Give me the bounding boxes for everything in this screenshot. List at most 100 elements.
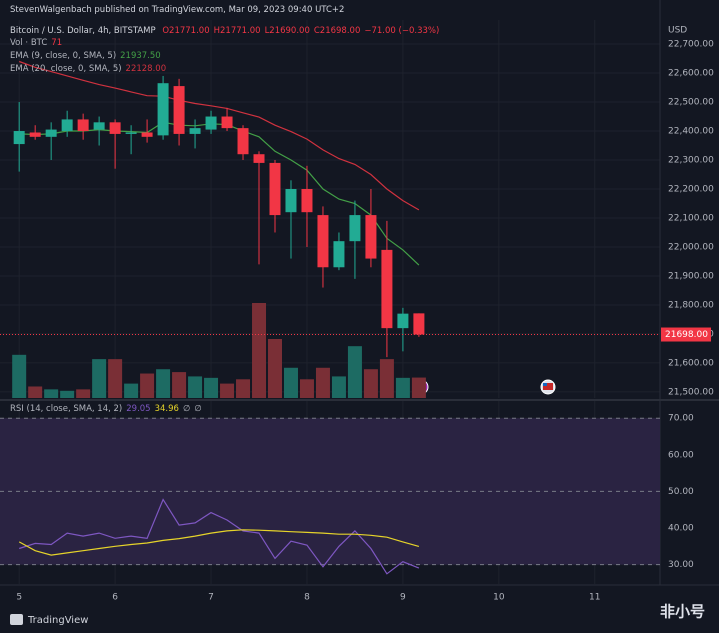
y-tick-label: 60.00 (668, 450, 694, 460)
volume-bar (252, 303, 267, 398)
candle-body (317, 215, 329, 268)
y-tick-label: 22,500.00 (668, 98, 714, 108)
volume-bar (395, 377, 410, 398)
line-series (18, 529, 420, 556)
x-tick-label: 7 (208, 593, 214, 603)
volume-bar (188, 376, 203, 398)
volume-bar (347, 346, 362, 398)
volume-bar (283, 367, 298, 398)
volume-bar (411, 377, 426, 398)
y-tick-label: 22,700.00 (668, 40, 714, 50)
candle-body (13, 131, 25, 145)
candle-body (205, 116, 217, 130)
y-tick-label: 22,100.00 (668, 213, 714, 223)
y-tick-label: 30.00 (668, 560, 694, 570)
volume-bar (220, 383, 235, 398)
candle-body (269, 162, 281, 216)
candle-body (173, 86, 185, 134)
x-tick-label: 10 (493, 593, 505, 603)
legend-na: ∅ (194, 404, 202, 414)
y-tick-label: 22,600.00 (668, 69, 714, 79)
volume-bar (60, 390, 75, 398)
candle-body (397, 313, 409, 329)
candle-body (77, 119, 89, 132)
ohlc: H21771.00 (213, 26, 261, 36)
legend-label: Vol · BTC (10, 38, 48, 48)
volume-bar (268, 338, 283, 398)
x-tick-label: 5 (16, 593, 22, 603)
price-axis-bg (660, 0, 719, 633)
symbol: Bitcoin / U.S. Dollar, 4h, BITSTAMP (10, 26, 156, 36)
y-tick-label: 50.00 (668, 487, 694, 497)
brand: TradingView (27, 615, 88, 626)
volume-bar (236, 379, 251, 398)
volume-bar (331, 376, 346, 398)
candle-body (333, 241, 345, 268)
candle-body (61, 119, 73, 132)
y-tick-label: 21,800.00 (668, 300, 714, 310)
candle-body (141, 132, 153, 137)
candle-body (285, 188, 297, 213)
legend-ema20: EMA (20, close, 0, SMA, 5) 22128.00 (10, 64, 170, 74)
candle-body (189, 128, 201, 134)
volume-bar (28, 386, 43, 398)
candle-body (45, 129, 57, 137)
volume-bar (379, 359, 394, 398)
y-tick-label: 22,000.00 (668, 242, 714, 252)
x-tick-label: 9 (400, 593, 406, 603)
volume-bar (124, 383, 139, 398)
y-tick-label: 21,600.00 (668, 358, 714, 368)
legend-label: RSI (14, close, SMA, 14, 2) (10, 404, 123, 414)
legend-volume: Vol · BTC 71 (10, 38, 66, 48)
legend-value: 29.05 (126, 404, 151, 414)
volume-bar (363, 369, 378, 398)
y-tick-label: 21,500.00 (668, 387, 714, 397)
candle-body (301, 188, 313, 213)
volume-bar (76, 389, 91, 398)
candle-body (253, 154, 265, 163)
brand-logo (10, 614, 23, 625)
ohlc: O21771.00 (162, 26, 210, 36)
volume-bar (172, 372, 187, 398)
candle-body (29, 132, 41, 137)
volume-bar (156, 369, 171, 398)
axis-title: USD (668, 26, 687, 36)
legend-main: Bitcoin / U.S. Dollar, 4h, BITSTAMP O217… (10, 26, 443, 36)
x-tick-label: 6 (112, 593, 118, 603)
line-series (19, 498, 420, 575)
legend-label: EMA (20, close, 0, SMA, 5) (10, 64, 122, 74)
legend-value: 21937.50 (120, 51, 161, 61)
y-tick-label: 21,900.00 (668, 271, 714, 281)
volume-bar (92, 359, 107, 398)
last-price-tag (661, 327, 711, 342)
candle-body (109, 122, 121, 134)
volume-bar (44, 389, 59, 398)
change: −71.00 (−0.33%) (364, 26, 440, 36)
candle-body (413, 313, 425, 335)
y-tick-label: 70.00 (668, 414, 694, 424)
flag (543, 383, 553, 390)
y-tick-label: 22,400.00 (668, 127, 714, 137)
watermark: 非小号 (660, 603, 705, 621)
legend-label: EMA (9, close, 0, SMA, 5) (10, 51, 117, 61)
volume-bar (315, 367, 330, 398)
volume-bar (108, 359, 123, 398)
legend-value: 71 (51, 38, 63, 48)
flag (543, 383, 547, 386)
volume-bar (299, 379, 314, 398)
candle-body (221, 116, 233, 129)
x-tick-label: 11 (589, 593, 600, 603)
legend-rsi: RSI (14, close, SMA, 14, 2) 29.05 34.96 ∅ ∅ (10, 404, 206, 414)
ohlc: C21698.00 (313, 26, 361, 36)
last-price-label: 21698.00 (665, 330, 708, 340)
legend-value: 34.96 (154, 404, 179, 414)
legend-na: ∅ (182, 404, 191, 414)
candle-body (93, 122, 105, 130)
volume-bar (204, 377, 219, 398)
candle-body (125, 132, 137, 134)
volume-bar (140, 373, 155, 398)
line-series (18, 60, 420, 211)
candle-body (381, 249, 393, 329)
